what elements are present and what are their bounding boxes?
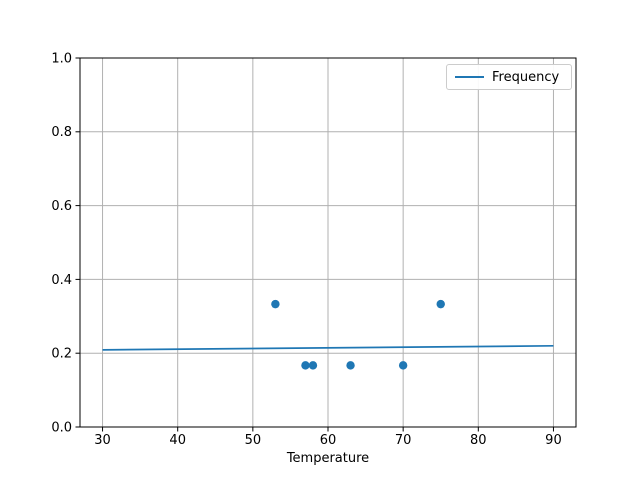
x-axis-label: Temperature [286, 451, 370, 466]
scatter-point [308, 361, 318, 370]
y-tick-label: 0.2 [51, 347, 72, 362]
scatter-point [436, 299, 445, 309]
scatter-point [346, 361, 355, 370]
x-tick-label: 60 [320, 433, 337, 448]
x-tick-label: 70 [395, 433, 412, 448]
y-tick-label: 0.6 [51, 199, 72, 214]
y-tick-label: 0.0 [51, 420, 72, 435]
x-tick-label: 30 [94, 433, 111, 448]
scatter-point [271, 299, 280, 309]
trend-line [102, 344, 554, 351]
legend: Frequency [446, 64, 572, 90]
x-tick-label: 90 [545, 433, 562, 448]
scatter-point [301, 361, 310, 370]
y-tick-label: 0.4 [51, 273, 72, 288]
y-tick-label: 0.8 [51, 125, 72, 140]
x-tick-label: 50 [245, 433, 262, 448]
legend-line-sample [455, 76, 484, 78]
y-tick-label: 1.0 [51, 51, 72, 66]
x-tick-label: 40 [169, 433, 186, 448]
x-tick-label: 80 [470, 433, 487, 448]
legend-label: Frequency [492, 69, 560, 85]
scatter-point [398, 361, 408, 370]
